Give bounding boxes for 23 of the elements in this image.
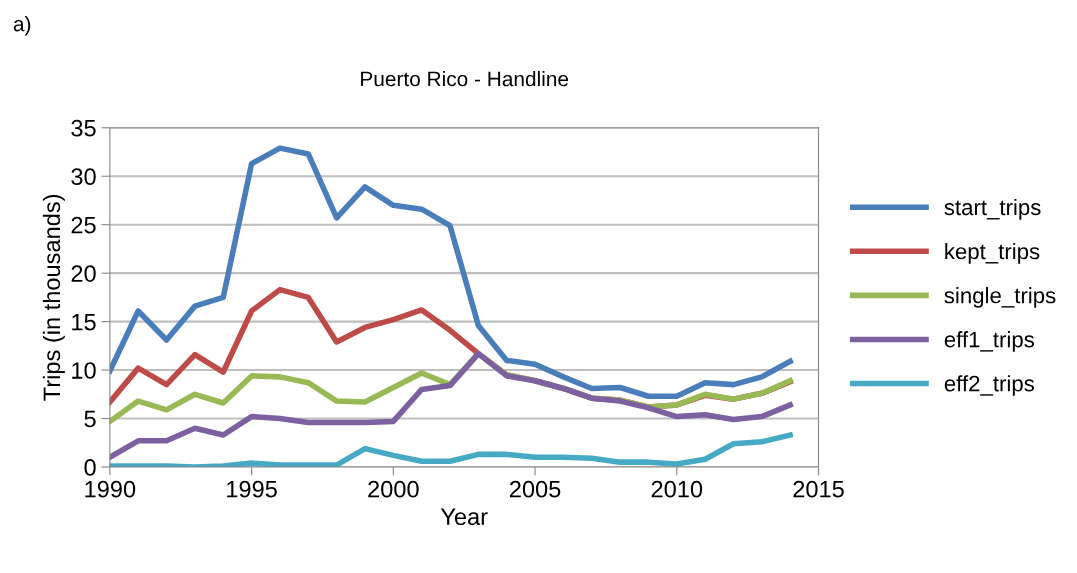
text: a) bbox=[13, 16, 31, 36]
y-tick-label: 10 bbox=[72, 362, 96, 379]
x-tick-label: 2015 bbox=[793, 480, 844, 498]
x-tick-label: 2005 bbox=[509, 480, 561, 498]
chart-title: Puerto Rico - Handline bbox=[361, 71, 569, 87]
legend-label: start_trips bbox=[944, 198, 1041, 220]
x-axis-title: Year bbox=[440, 508, 488, 526]
y-tick-label: 30 bbox=[71, 168, 96, 186]
x-tick-label: 1990 bbox=[85, 480, 136, 498]
y-tick-label: 20 bbox=[71, 265, 96, 282]
x-tick-label: 2000 bbox=[368, 480, 419, 498]
y-tick-label: 5 bbox=[84, 410, 96, 428]
y-tick-label: 35 bbox=[71, 119, 96, 137]
legend-label: single_trips bbox=[944, 287, 1056, 308]
y-tick-label: 25 bbox=[71, 216, 96, 234]
x-tick-label: 1995 bbox=[227, 480, 277, 498]
legend-label: eff1_trips bbox=[944, 331, 1035, 352]
legend-label: kept_trips bbox=[945, 242, 1040, 264]
legend-label: eff2_trips bbox=[944, 375, 1035, 396]
y-tick-label: 15 bbox=[72, 313, 96, 331]
y-axis-title: Trips (in thousands) bbox=[42, 194, 65, 401]
x-tick-label: 2010 bbox=[651, 480, 703, 498]
y-tick-label: 0 bbox=[84, 459, 96, 476]
